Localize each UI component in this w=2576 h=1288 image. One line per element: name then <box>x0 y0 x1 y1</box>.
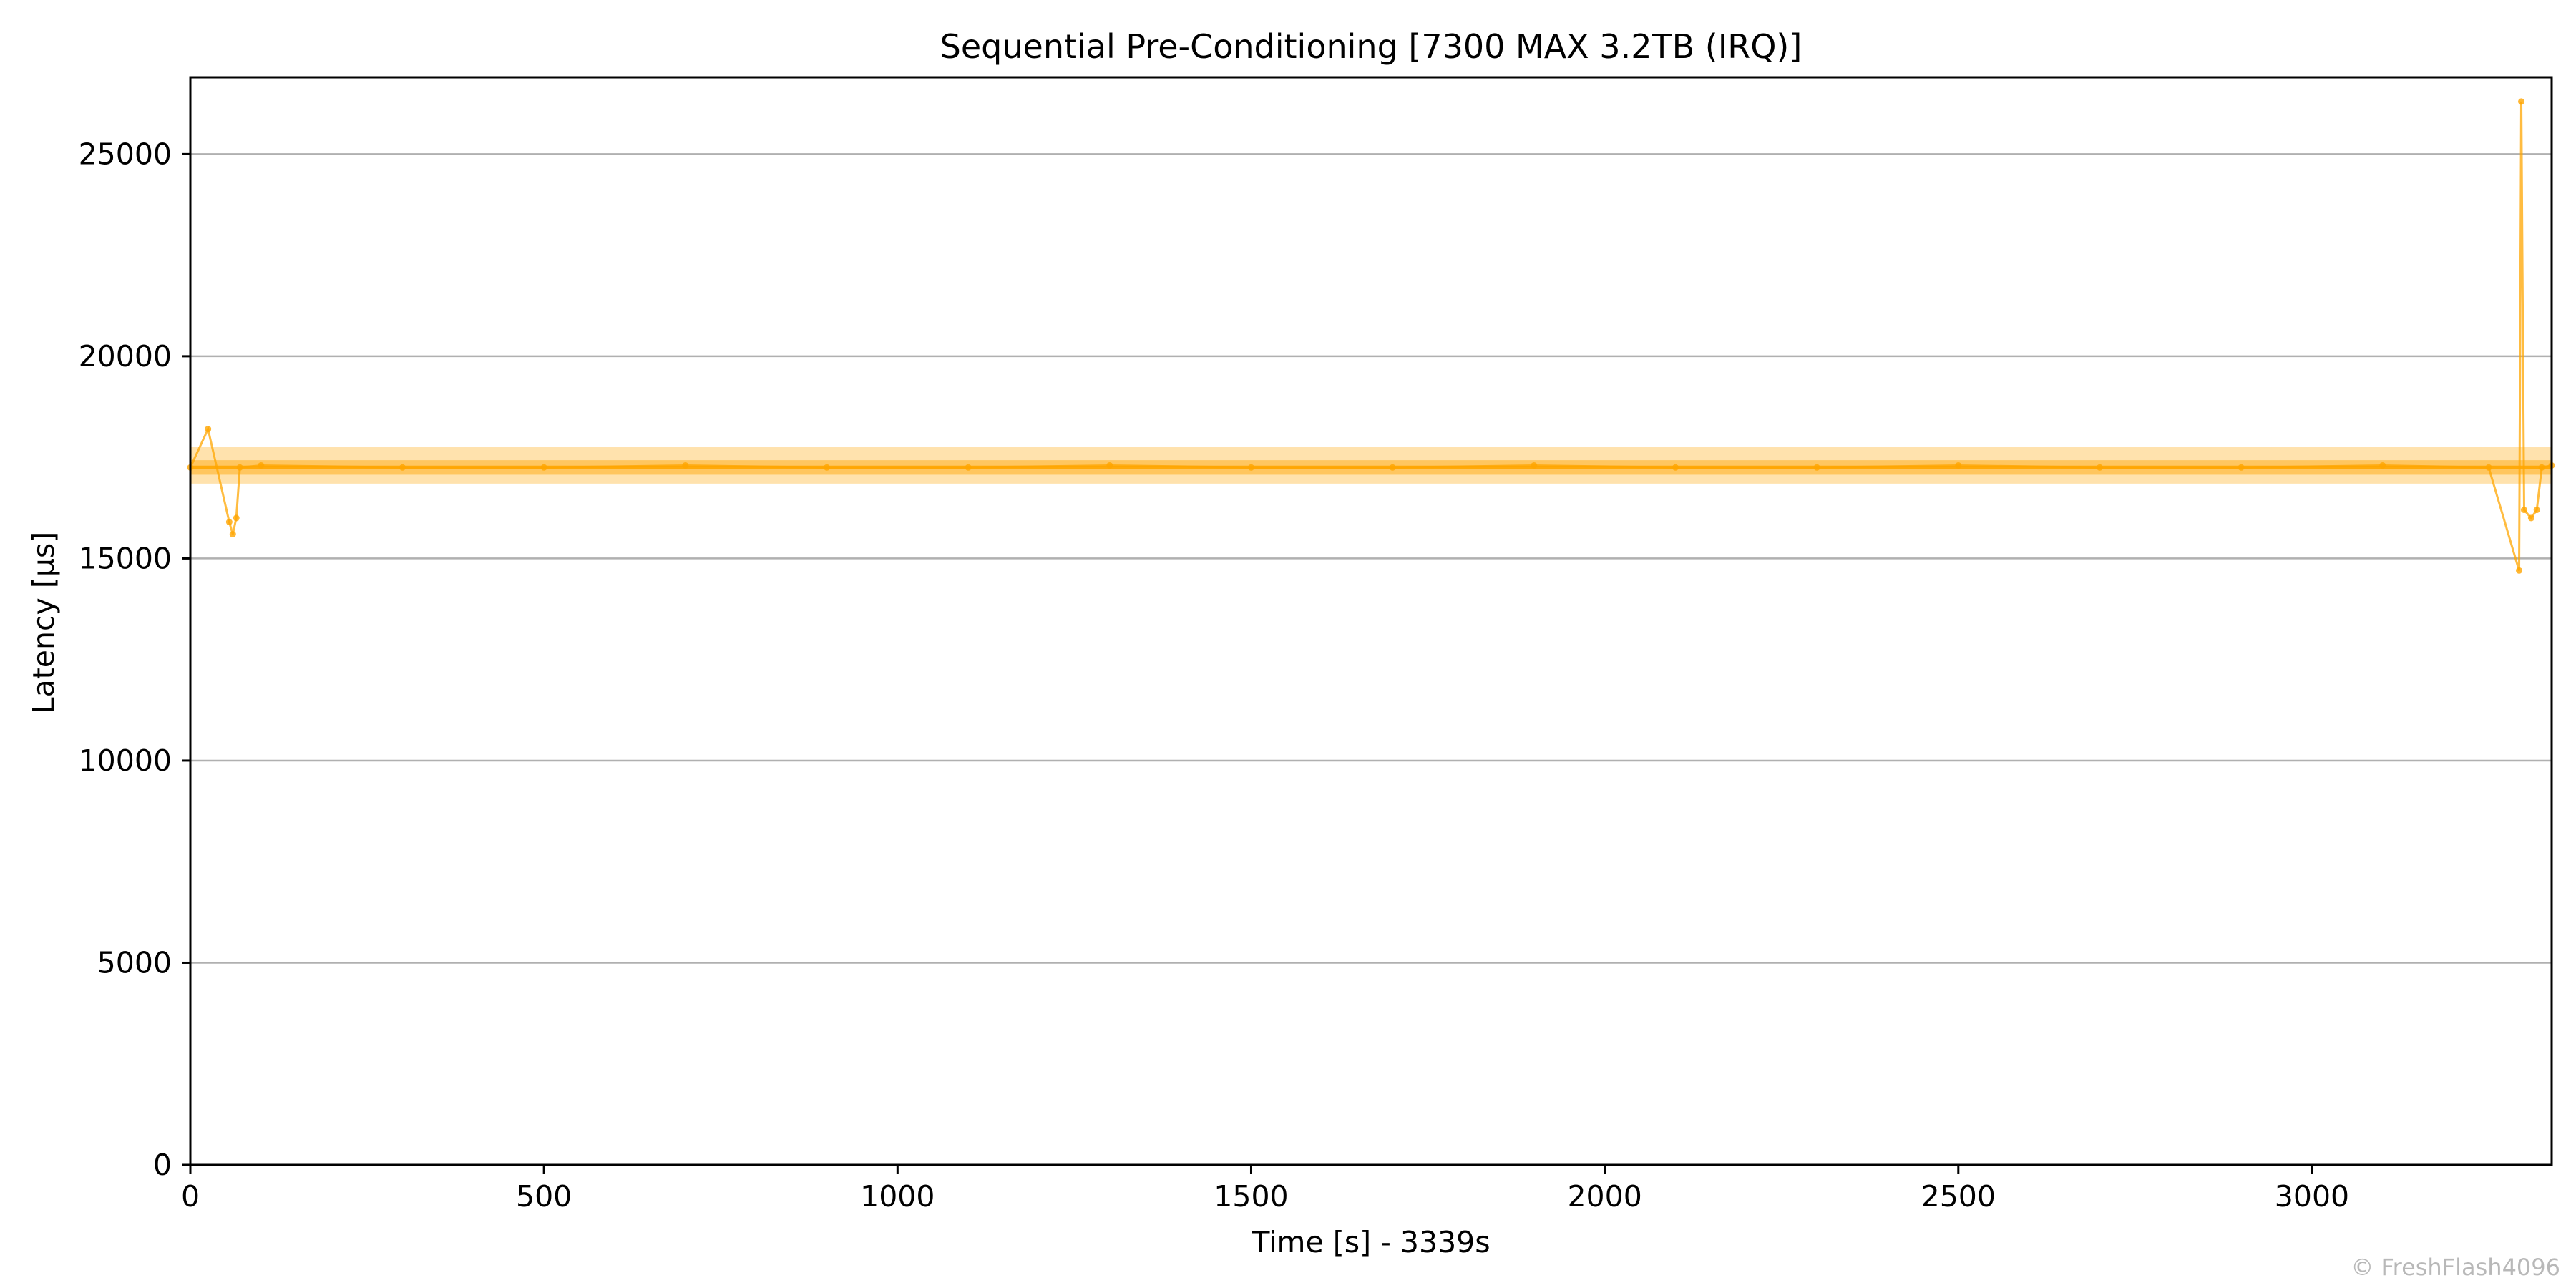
x-tick-label: 2000 <box>1567 1179 1641 1214</box>
data-series <box>187 98 2555 574</box>
y-tick-label: 0 <box>153 1148 172 1182</box>
x-tick-label: 0 <box>181 1179 200 1214</box>
x-tick-label: 1000 <box>860 1179 935 1214</box>
grid-lines <box>190 153 2552 964</box>
latency-point <box>1672 464 1679 471</box>
latency-point <box>1531 462 1538 469</box>
x-tick-label: 500 <box>516 1179 572 1214</box>
x-tick-label: 1500 <box>1214 1179 1288 1214</box>
latency-point <box>2516 567 2523 574</box>
watermark: © FreshFlash4096 <box>2351 1254 2560 1281</box>
latency-point <box>965 464 972 471</box>
latency-point <box>258 462 265 469</box>
latency-point <box>823 464 830 471</box>
y-tick-label: 20000 <box>79 339 172 374</box>
latency-point <box>399 464 406 471</box>
axis-ticks: 0 5000 10000 15000 20000 25000 0 500 1000 1500 200… <box>79 137 2350 1214</box>
latency-point <box>2538 464 2545 471</box>
latency-point <box>2238 464 2245 471</box>
y-tick-label: 15000 <box>79 541 172 575</box>
latency-point <box>540 464 547 471</box>
latency-point <box>229 531 236 538</box>
y-tick-label: 10000 <box>79 743 172 778</box>
y-tick-label: 25000 <box>79 137 172 171</box>
latency-point <box>2527 514 2534 522</box>
x-axis-label: Time [s] - 3339s <box>1251 1225 1490 1259</box>
latency-point <box>2096 464 2103 471</box>
latency-point <box>2518 98 2525 105</box>
latency-point <box>233 514 240 522</box>
latency-point <box>1389 464 1396 471</box>
latency-point <box>2520 507 2527 514</box>
chart-title: Sequential Pre-Conditioning [7300 MAX 3.… <box>940 27 1802 66</box>
latency-point <box>2379 462 2386 469</box>
latency-point <box>1955 462 1962 469</box>
latency-point <box>2533 507 2540 514</box>
latency-point <box>225 519 233 526</box>
latency-band <box>190 447 2552 484</box>
latency-point <box>1813 464 1820 471</box>
latency-series-line <box>189 101 2552 571</box>
latency-point <box>1106 462 1113 469</box>
plot-frame <box>189 76 2553 1166</box>
latency-point <box>682 462 689 469</box>
latency-point <box>2485 464 2492 471</box>
latency-point <box>236 464 243 471</box>
y-axis-label: Latency [µs] <box>26 532 61 714</box>
latency-point <box>205 426 212 433</box>
y-tick-label: 5000 <box>97 945 172 980</box>
x-tick-label: 2500 <box>1921 1179 1996 1214</box>
latency-point <box>1247 464 1254 471</box>
x-tick-label: 3000 <box>2275 1179 2349 1214</box>
